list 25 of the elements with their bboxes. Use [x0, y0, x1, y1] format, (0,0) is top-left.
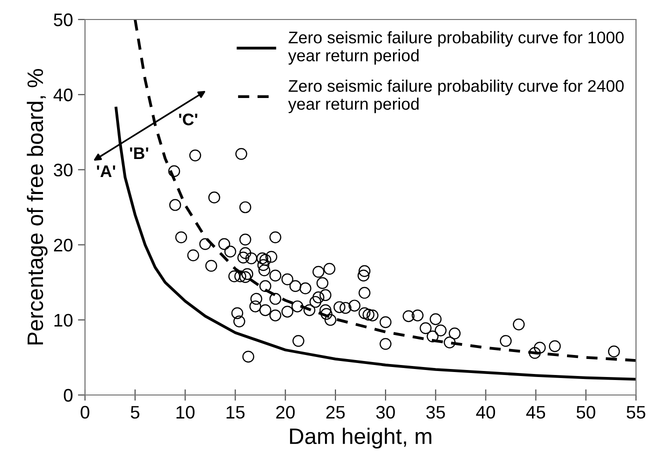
annotation: 'B' — [130, 148, 148, 159]
annotation: 'A' — [96, 166, 116, 178]
x-tick-label: 5 — [130, 406, 140, 419]
x-tick-label: 10 — [176, 406, 195, 419]
y-tick-label: 30 — [54, 164, 72, 176]
legend-label: Zero seismic failure probability curve for 1000 year return period — [288, 31, 624, 65]
annotation: 'C' — [179, 114, 198, 126]
x-tick-label: 55 — [626, 406, 646, 419]
y-tick-label: 20 — [54, 238, 72, 252]
x-tick-label: 50 — [576, 406, 596, 419]
y-axis-title: Percentage of free board, % — [26, 69, 48, 344]
x-tick-label: 45 — [526, 406, 546, 419]
y-tick-label: 0 — [64, 388, 72, 402]
x-tick-label: 35 — [426, 406, 445, 419]
x-tick-label: 25 — [326, 406, 345, 419]
x-tick-label: 40 — [476, 406, 496, 419]
legend-label: Zero seismic failure probability curve for 2400 year return period — [288, 80, 624, 114]
x-tick-label: 20 — [276, 406, 295, 419]
x-tick-label: 0 — [80, 406, 90, 419]
x-tick-label: 15 — [226, 406, 245, 419]
x-tick-label: 30 — [376, 406, 395, 419]
x-axis-title: Dam height, m — [290, 428, 432, 449]
y-tick-label: 50 — [54, 13, 72, 26]
y-tick-label: 40 — [54, 88, 72, 102]
y-tick-label: 10 — [54, 314, 72, 327]
